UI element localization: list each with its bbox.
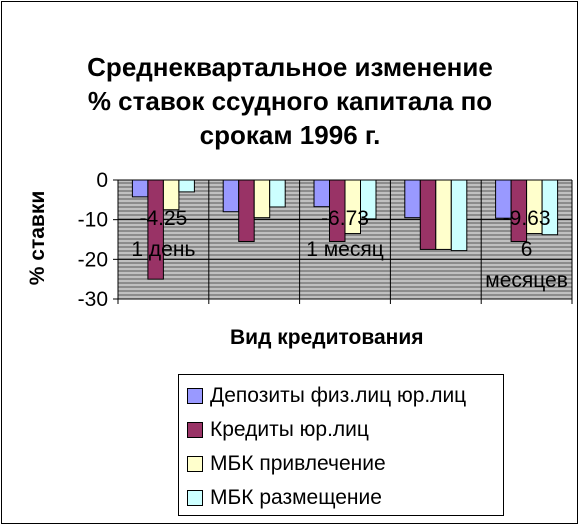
bar bbox=[238, 179, 255, 242]
bar bbox=[131, 179, 149, 198]
legend-item: МБК размещение bbox=[187, 483, 382, 513]
y-tick-label: -10 bbox=[78, 209, 108, 232]
category-label: 1 день bbox=[131, 238, 195, 261]
category-label: -6.73 bbox=[321, 207, 369, 230]
legend: Депозиты физ.лиц юр.лиц Кредиты юр.лиц М… bbox=[178, 374, 504, 516]
legend-swatch bbox=[187, 456, 203, 472]
legend-item: Кредиты юр.лиц bbox=[187, 415, 369, 445]
bar bbox=[360, 179, 377, 220]
category-label: месяцев bbox=[485, 269, 568, 292]
chart-title-line: % ставок ссудного капитала по bbox=[87, 86, 493, 116]
bar bbox=[178, 179, 195, 193]
y-tick-label: 0 bbox=[96, 169, 108, 192]
bar bbox=[313, 179, 330, 208]
bar bbox=[404, 179, 421, 219]
category-label: 1 месяц bbox=[306, 238, 384, 261]
legend-swatch bbox=[187, 388, 203, 404]
bar bbox=[253, 179, 271, 219]
chart-title-line: срокам 1996 г. bbox=[199, 120, 381, 150]
bar bbox=[450, 179, 468, 252]
chart-title: Среднеквартальное изменение % ставок ссу… bbox=[40, 50, 540, 152]
legend-label: Депозиты физ.лиц юр.лиц bbox=[210, 384, 467, 407]
legend-label: МБК привлечение bbox=[210, 452, 386, 475]
bar bbox=[541, 179, 559, 236]
y-tick-label: -20 bbox=[78, 248, 108, 271]
legend-label: Кредиты юр.лиц bbox=[210, 418, 369, 441]
category-label: 6 bbox=[521, 238, 533, 261]
bar bbox=[419, 179, 437, 250]
legend-item: Депозиты физ.лиц юр.лиц bbox=[187, 381, 466, 411]
legend-swatch bbox=[187, 422, 203, 438]
chart-title-line: Среднеквартальное изменение bbox=[87, 52, 493, 82]
legend-label: МБК размещение bbox=[210, 486, 382, 509]
bar bbox=[435, 179, 452, 250]
legend-swatch bbox=[187, 490, 203, 506]
x-axis-label: Вид кредитования bbox=[230, 326, 424, 349]
bar bbox=[147, 179, 164, 280]
category-label: -9.63 bbox=[503, 207, 551, 230]
category-label: -4.25 bbox=[139, 207, 187, 230]
y-tick-label: -30 bbox=[78, 288, 108, 311]
bar bbox=[222, 179, 240, 213]
bar bbox=[269, 179, 286, 208]
legend-item: МБК привлечение bbox=[187, 449, 386, 479]
bar bbox=[162, 179, 180, 211]
